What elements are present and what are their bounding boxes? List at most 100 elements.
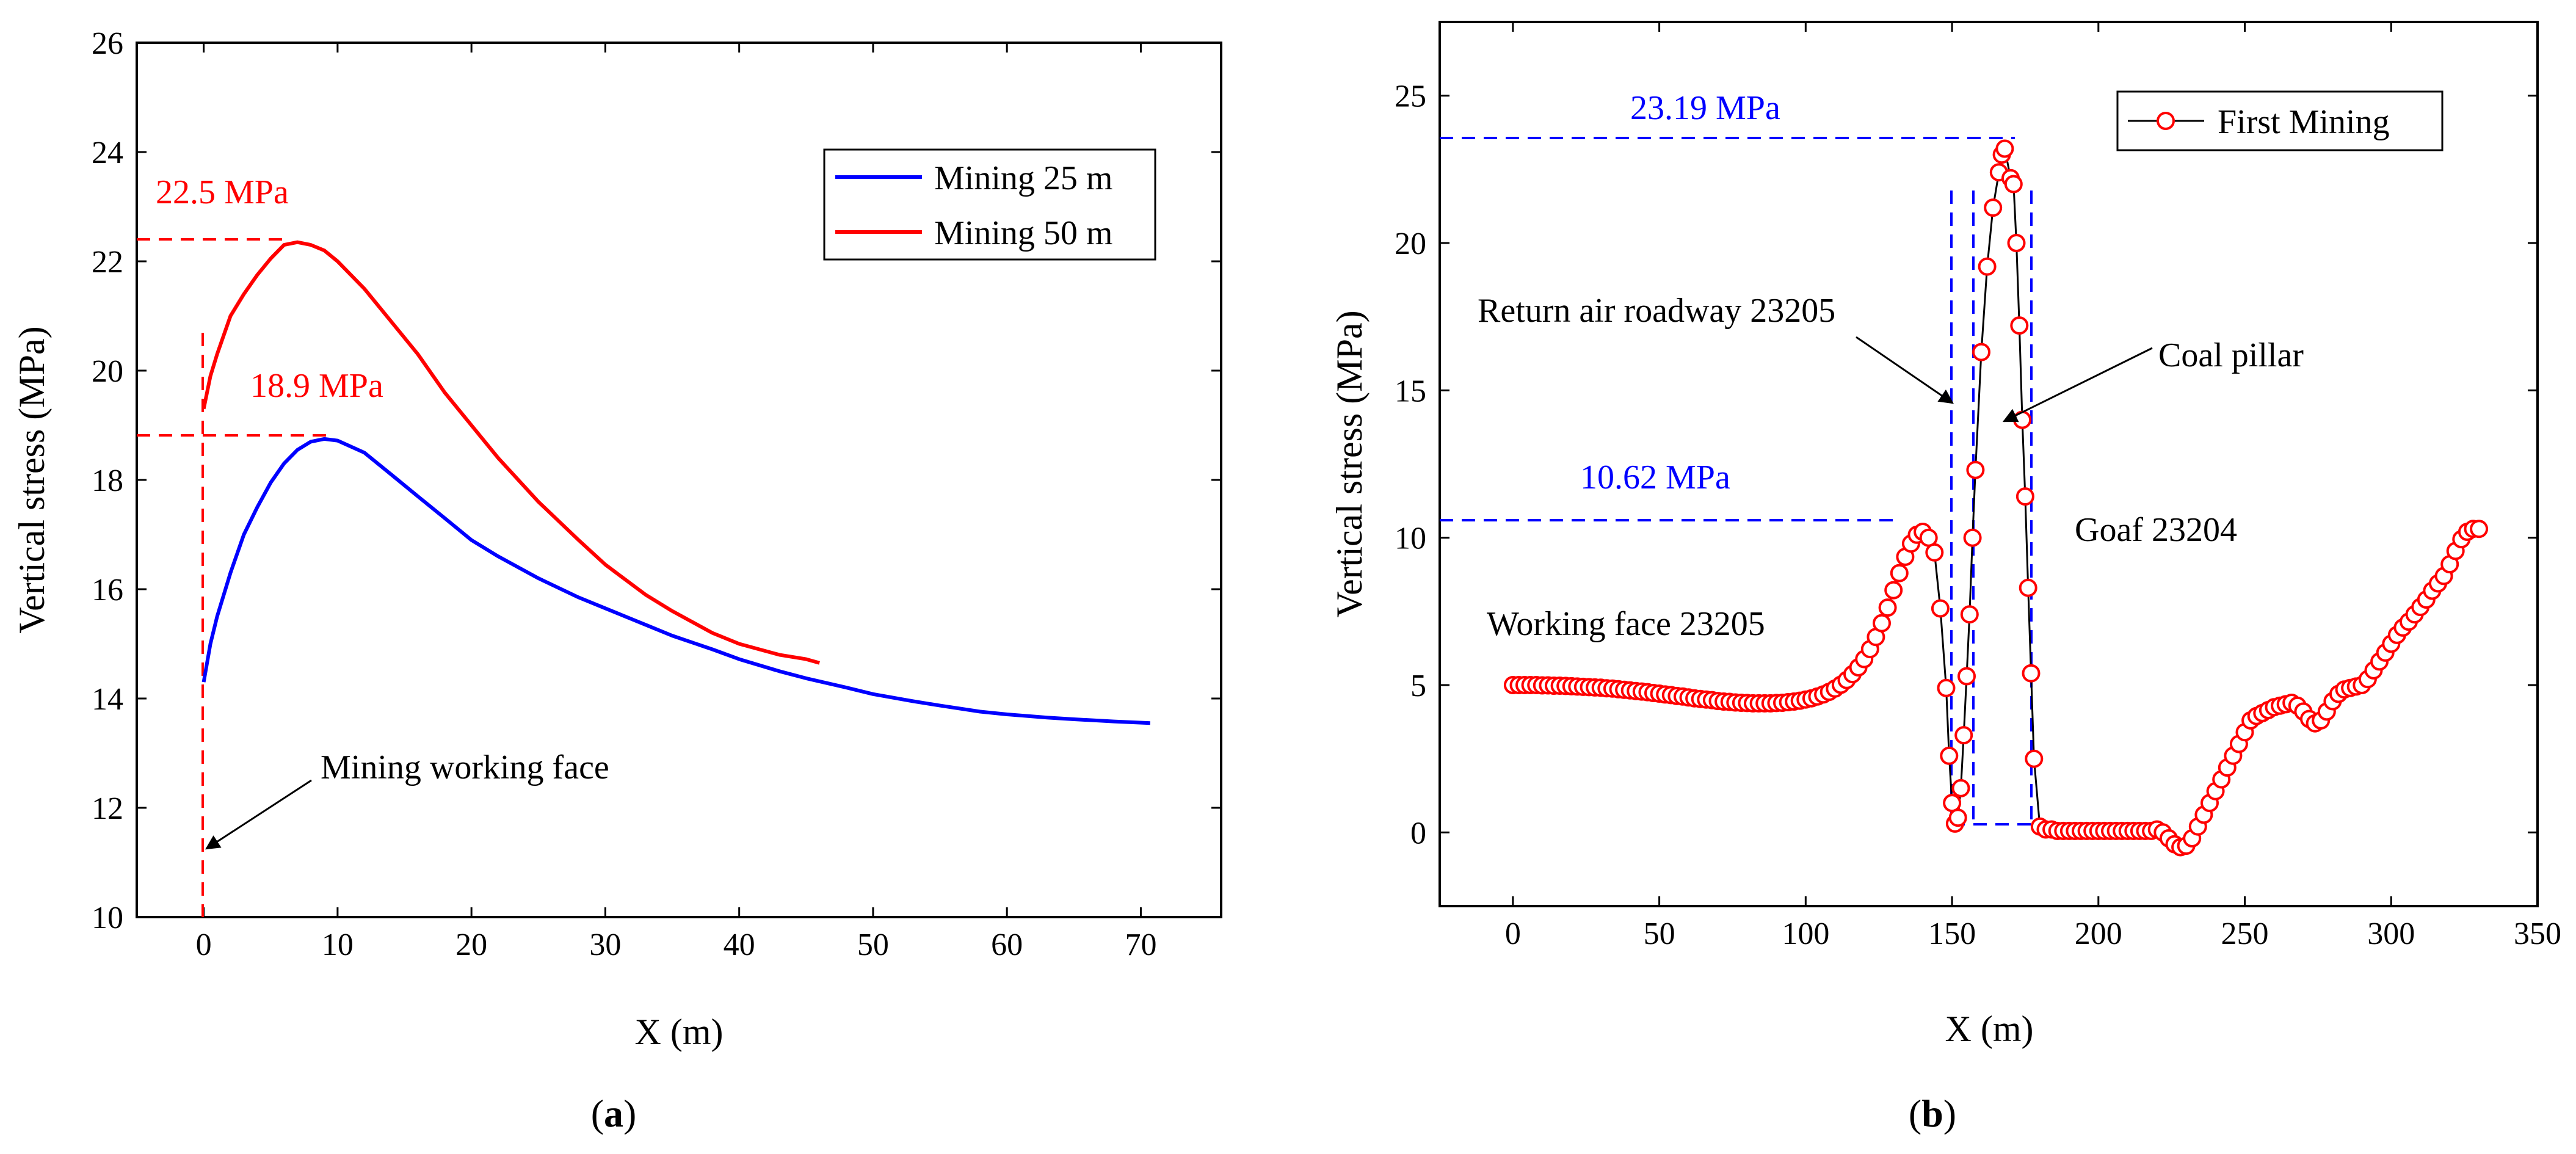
panel-b-x-tick-label: 300 [2367, 916, 2415, 951]
panel-b: 0 50 100 150 200 250 300 350 0 5 10 15 20 25 23.19 M… [1329, 21, 2561, 1135]
panel-b-data-point [1890, 564, 1909, 582]
panel-a-series-line-1 [201, 240, 821, 665]
panel-a-y-tick-label: 24 [92, 136, 123, 170]
panel-b-y-tick-label: 5 [1410, 669, 1426, 703]
panel-a-face-label: Mining working face [321, 749, 609, 786]
panel-b-data-point [1966, 460, 1985, 479]
panel-a-y-tick-label: 14 [92, 682, 123, 717]
panel-b-data-point [1931, 599, 1950, 618]
panel-a-x-tick-label: 0 [196, 927, 212, 962]
panel-b-pillar-label: Coal pillar [2158, 336, 2304, 374]
panel-b-x-tick-label: 100 [1782, 916, 1829, 951]
panel-a-x-tick-label: 70 [1125, 927, 1156, 962]
panel-b-x-tick-label: 250 [2221, 916, 2269, 951]
panel-a-y-axis: 10 12 14 16 18 20 22 24 26 [92, 26, 1221, 935]
panel-a-legend-label-50: Mining 50 m [934, 214, 1112, 252]
panel-a-x-tick-label: 40 [724, 927, 755, 962]
panel-b-data-point [1951, 778, 1970, 797]
panel-b-x-tick-label: 50 [1644, 916, 1675, 951]
panel-b-data-point [1925, 543, 1944, 562]
panel-a-y-axis-title: Vertical stress (MPa) [12, 326, 52, 633]
panel-b-legend: First Mining [2116, 90, 2444, 151]
panel-b-data-point [1940, 746, 1959, 765]
panel-a-legend-label-25: Mining 25 m [934, 159, 1112, 197]
panel-b-data-point [1984, 198, 2003, 217]
panel-b-x-tick-label: 0 [1505, 916, 1521, 951]
panel-b-data-point [2470, 520, 2489, 539]
panel-a-legend: Mining 25 m Mining 50 m [823, 148, 1156, 261]
panel-a-x-tick-label: 50 [857, 927, 889, 962]
panel-b-data-point [2019, 578, 2037, 597]
panel-b-data-point [1948, 808, 1967, 827]
panel-a-face-arrow [205, 779, 312, 850]
panel-b-peak-low-label: 10.62 MPa [1580, 459, 1730, 496]
panel-a-y-tick-label: 22 [92, 245, 123, 280]
panel-b-data-point [1995, 139, 2014, 158]
panel-b-data-point [1937, 678, 1956, 697]
panel-b-data-point [1943, 794, 1962, 813]
panel-b-series-group [1503, 139, 2489, 857]
panel-b-roadway-arrow [1856, 336, 1954, 404]
panel-b-data-point [1957, 667, 1976, 686]
panel-a-y-tick-label: 10 [92, 901, 123, 935]
panel-b-pillar-arrow [2002, 347, 2153, 423]
panel-a-x-tick-label: 20 [455, 927, 487, 962]
panel-a-peak25-label: 18.9 MPa [250, 367, 383, 405]
panel-a-peak50-label: 22.5 MPa [156, 173, 289, 211]
panel-b-data-point [2025, 749, 2044, 768]
panel-a-y-tick-label: 12 [92, 791, 123, 826]
panel-b-data-point [1978, 257, 1997, 276]
panel-b-data-point [2004, 175, 2023, 194]
panel-a-y-tick-label: 16 [92, 573, 123, 608]
panel-b-data-point [2010, 316, 2029, 335]
panel-b-y-tick-label: 15 [1395, 374, 1426, 408]
panel-b-y-tick-label: 20 [1395, 227, 1426, 261]
panel-b-series-line-0 [1512, 145, 2480, 849]
panel-a-caption: (a) [591, 1092, 637, 1135]
panel-a-x-axis: 0 10 20 30 40 50 60 70 [196, 43, 1156, 962]
panel-b-caption-letter: b [1921, 1092, 1943, 1135]
panel-b-data-point [2015, 487, 2034, 506]
panel-b-data-point [2007, 234, 2026, 252]
panel-b-y-axis-title: Vertical stress (MPa) [1329, 310, 1370, 617]
panel-b-legend-swatch-marker [2157, 112, 2175, 130]
panel-b-y-tick-label: 0 [1410, 816, 1426, 851]
panel-a-y-tick-label: 20 [92, 354, 123, 389]
panel-b-roadway-label: Return air roadway 23205 [1478, 292, 1835, 330]
panel-b-data-point [2022, 664, 2041, 683]
panel-a-caption-letter: a [604, 1092, 623, 1135]
panel-b-data-point [1960, 605, 1979, 624]
panel-b-data-point [1972, 343, 1990, 361]
panel-b-data-point [1873, 614, 1891, 633]
panel-b-x-tick-label: 150 [1928, 916, 1976, 951]
panel-a: 0 10 20 30 40 50 60 70 10 12 14 16 18 20 22 24 26 22.5 … [12, 26, 1222, 1135]
panel-a-y-tick-label: 26 [92, 26, 123, 61]
panel-a-x-tick-label: 60 [991, 927, 1023, 962]
panel-a-series-group [201, 240, 1150, 725]
panel-b-plot-frame [1439, 21, 2539, 907]
panel-b-face-label: Working face 23205 [1487, 605, 1765, 643]
panel-a-legend-box [823, 148, 1156, 261]
panel-b-y-tick-label: 25 [1395, 79, 1426, 114]
panel-b-goaf-label: Goaf 23204 [2075, 511, 2237, 549]
panel-b-peak-high-label: 23.19 MPa [1630, 89, 1780, 127]
panel-b-caption: (b) [1909, 1092, 1956, 1135]
panel-a-x-tick-label: 30 [589, 927, 621, 962]
panel-b-data-point [1954, 726, 1973, 745]
panel-b-legend-label: First Mining [2218, 103, 2390, 141]
panel-b-y-axis: 0 5 10 15 20 25 [1395, 79, 2538, 851]
panel-b-x-axis-title: X (m) [1945, 1009, 2034, 1049]
panel-a-series-line-0 [201, 437, 1150, 725]
panel-b-data-point [1878, 598, 1897, 617]
panel-a-y-tick-label: 18 [92, 463, 123, 498]
panel-b-x-tick-label: 200 [2075, 916, 2122, 951]
panel-b-x-tick-label: 350 [2514, 916, 2561, 951]
panel-b-data-point [1884, 581, 1903, 600]
panel-b-data-point [1919, 528, 1938, 547]
panel-b-x-axis: 0 50 100 150 200 250 300 350 [1505, 22, 2561, 951]
panel-a-x-tick-label: 10 [322, 927, 354, 962]
panel-b-data-point [1963, 528, 1982, 547]
panel-a-x-axis-title: X (m) [635, 1012, 724, 1052]
panel-b-y-tick-label: 10 [1395, 521, 1426, 556]
